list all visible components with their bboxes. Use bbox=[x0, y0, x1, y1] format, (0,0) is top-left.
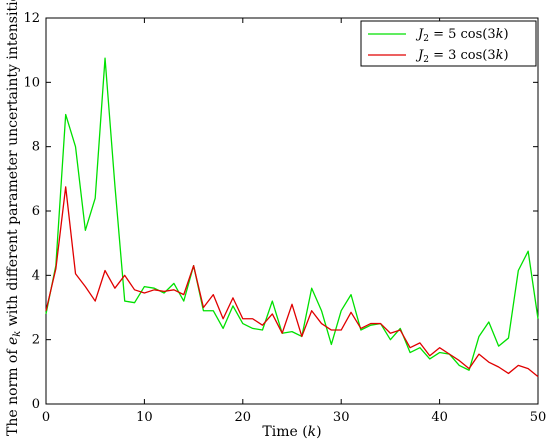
legend-box bbox=[360, 20, 537, 67]
y-tick-label: 6 bbox=[32, 204, 40, 219]
y-axis-label: The norm of ek with different parameter … bbox=[5, 0, 23, 436]
y-tick-label: 10 bbox=[23, 75, 40, 90]
legend-label-series-1: J2 = 5 cos(3k) bbox=[415, 27, 509, 44]
axis-ticks: 0 10 20 30 40 50 0 2 4 6 8 10 12 bbox=[23, 11, 546, 425]
x-tick-label: 0 bbox=[42, 410, 50, 425]
x-tick-label: 10 bbox=[136, 410, 153, 425]
x-axis-label: Time (k) bbox=[262, 424, 321, 440]
legend: J2 = 5 cos(3k) J2 = 3 cos(3k) bbox=[360, 20, 537, 67]
x-tick-label: 50 bbox=[530, 410, 547, 425]
y-tick-label: 0 bbox=[32, 397, 40, 412]
y-tick-label: 4 bbox=[32, 268, 40, 283]
legend-label-series-2: J2 = 3 cos(3k) bbox=[415, 48, 509, 65]
x-tick-label: 40 bbox=[431, 410, 448, 425]
series-line-2 bbox=[45, 186, 539, 378]
y-tick-label: 12 bbox=[23, 11, 40, 26]
series-layer bbox=[45, 57, 539, 378]
y-tick-label: 8 bbox=[32, 140, 40, 155]
y-tick-label: 2 bbox=[32, 333, 40, 348]
x-tick-label: 30 bbox=[333, 410, 350, 425]
x-tick-label: 20 bbox=[235, 410, 252, 425]
plot-area bbox=[45, 17, 539, 405]
series-line-1 bbox=[45, 57, 539, 371]
